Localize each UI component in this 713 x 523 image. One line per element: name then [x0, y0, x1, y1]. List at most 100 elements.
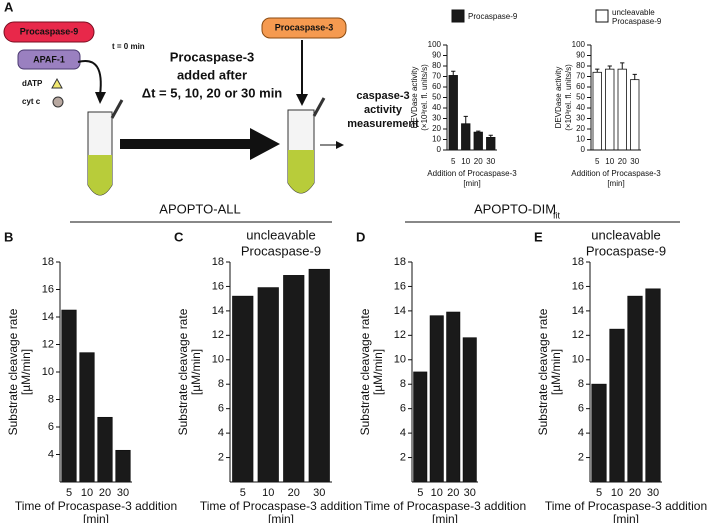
y-tick-label: 18 [42, 256, 54, 268]
added-text: added after [177, 67, 247, 82]
added-text: Δt = 5, 10, 20 or 30 min [142, 85, 283, 100]
bar [79, 352, 95, 483]
bar [462, 337, 477, 483]
y-tick-label: 40 [576, 103, 585, 112]
bar [473, 131, 483, 151]
chart-title: Procaspase-9 [586, 243, 666, 258]
error-bar [607, 65, 612, 70]
bar [591, 383, 607, 483]
measurement-text: caspase-3 [356, 90, 409, 102]
tube-liquid [88, 155, 112, 195]
legend-label: uncleavable Procaspase-9 [612, 8, 662, 26]
y-tick-label: 50 [576, 93, 585, 102]
x-axis-label: [min] [432, 512, 458, 523]
y-tick-label: 16 [42, 283, 54, 295]
y-tick-label: 2 [218, 451, 224, 463]
bar [605, 68, 615, 151]
y-axis-label: (×10³rel. fl. units/s) [420, 64, 429, 131]
y-tick-label: 4 [218, 427, 224, 439]
y-tick-label: 18 [572, 256, 584, 268]
bar [592, 71, 602, 151]
bar [630, 79, 640, 151]
y-tick-label: 12 [572, 329, 584, 341]
y-tick-label: 14 [42, 311, 54, 323]
y-tick-label: 60 [432, 82, 441, 91]
bar [61, 309, 77, 483]
bar [308, 268, 330, 483]
arrow-head [296, 94, 308, 106]
chart-title: uncleavable [246, 227, 315, 242]
y-tick-label: 16 [394, 280, 406, 292]
y-tick-label: 70 [432, 72, 441, 81]
error-bar [463, 115, 468, 124]
error-bar [488, 134, 493, 138]
y-tick-label: 14 [394, 305, 406, 317]
y-tick-label: 10 [432, 135, 441, 144]
y-tick-label: 10 [576, 135, 585, 144]
cytc-label: cyt c [22, 97, 41, 106]
tube-liquid [288, 150, 314, 193]
x-tick-label: 5 [451, 157, 456, 166]
x-tick-label: 30 [630, 157, 639, 166]
y-tick-label: 18 [212, 256, 224, 268]
y-tick-label: 80 [432, 61, 441, 70]
y-tick-label: 4 [48, 448, 54, 460]
y-tick-label: 0 [437, 145, 442, 154]
cytc-icon [52, 96, 64, 108]
x-axis-label: Time of Procaspase-3 addition [545, 499, 707, 513]
measurement-text: activity [364, 104, 403, 116]
x-axis-label: Time of Procaspase-3 addition [200, 499, 362, 513]
x-tick-label: 10 [611, 487, 623, 499]
y-tick-label: 8 [48, 393, 54, 405]
x-tick-label: 20 [618, 157, 627, 166]
procaspase9-label: Procaspase-9 [20, 26, 79, 36]
y-tick-label: 8 [218, 378, 224, 390]
y-tick-label: 4 [578, 427, 584, 439]
group-subscript: fit [553, 210, 561, 220]
panel-letter: B [4, 229, 13, 244]
x-axis-label: [min] [607, 179, 624, 188]
bar [446, 311, 461, 483]
y-tick-label: 14 [212, 305, 224, 317]
bar [232, 295, 254, 483]
apaf1-box [17, 49, 81, 70]
measurement-text: measurement [347, 118, 419, 130]
x-tick-label: 5 [595, 157, 600, 166]
bar [627, 295, 643, 483]
datp-icon [51, 77, 63, 89]
x-axis-label: [min] [83, 512, 109, 523]
x-tick-label: 20 [629, 487, 641, 499]
y-tick-label: 6 [218, 403, 224, 415]
pipette [110, 99, 124, 119]
arrow [77, 59, 102, 96]
y-tick-label: 18 [394, 256, 406, 268]
bar [609, 328, 625, 483]
error-bar [632, 73, 637, 80]
bar [461, 123, 471, 151]
datp-label: dATP [22, 79, 43, 88]
error-bar [451, 70, 456, 76]
panel-letter: E [534, 229, 543, 244]
x-tick-label: 10 [262, 487, 274, 499]
y-tick-label: 12 [212, 329, 224, 341]
x-tick-label: 30 [647, 487, 659, 499]
x-tick-label: 30 [117, 487, 129, 499]
x-axis-label: Addition of Procaspase-3 [571, 169, 661, 178]
y-tick-label: 6 [48, 421, 54, 433]
bar [257, 287, 279, 483]
x-tick-label: 5 [596, 487, 602, 499]
big-arrow [120, 128, 280, 160]
pipette [312, 97, 326, 117]
bar [283, 275, 305, 483]
legend-swatch [595, 9, 609, 23]
y-tick-label: 100 [428, 40, 442, 49]
bar [645, 288, 661, 483]
x-tick-label: 5 [240, 487, 246, 499]
y-axis-label: Substrate cleavage rate [176, 308, 190, 435]
legend-swatch [451, 9, 465, 23]
y-tick-label: 8 [578, 378, 584, 390]
chart-title: Procaspase-9 [241, 243, 321, 258]
y-axis-label: Substrate cleavage rate [6, 308, 20, 435]
x-tick-label: 20 [288, 487, 300, 499]
